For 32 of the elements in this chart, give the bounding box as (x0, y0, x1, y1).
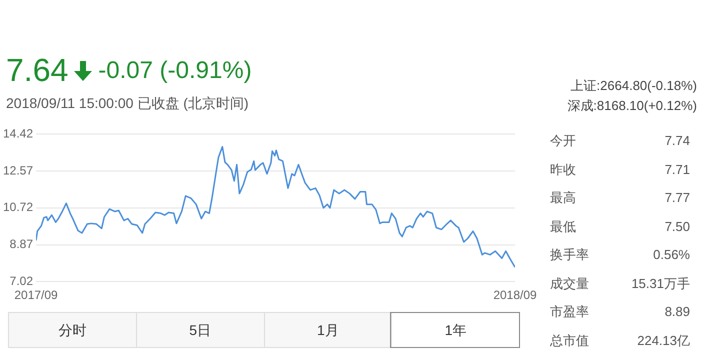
text: 换手率 (550, 246, 589, 264)
x-tick-label: 2017/09 (14, 288, 58, 302)
text: 1年 (391, 313, 519, 347)
text: 深成:8168.10(+0.12%) (567, 97, 697, 115)
y-tick-label: 12.57 (3, 163, 34, 178)
text: 最低 (550, 218, 576, 236)
chart-subtitle: -0.07 (-0.91%) (98, 56, 252, 84)
text: 15.31万手 (631, 274, 690, 292)
text: 224.13亿 (637, 332, 690, 350)
y-tick-label: 14.42 (3, 126, 34, 141)
y-tick-label: 8.87 (10, 237, 34, 252)
text: 昨收 (550, 160, 576, 178)
text: 7.77 (664, 189, 690, 207)
text: 7.74 (664, 132, 690, 150)
y-tick-label: 10.72 (3, 200, 34, 214)
text: 市盈率 (550, 303, 589, 321)
text: 8.89 (664, 303, 690, 321)
text: 最高 (550, 189, 576, 207)
x-tick-label: 2018/09 (493, 288, 538, 302)
text: 总市值 (550, 332, 589, 350)
text: 今开 (550, 132, 576, 150)
text: 上证:2664.80(-0.18%) (570, 77, 697, 95)
chart-title: 7.64 (6, 52, 68, 89)
text: 1月 (264, 313, 392, 347)
text: 0.56% (653, 246, 690, 264)
text: 2018/09/11 15:00:00 已收盘 (北京时间) (6, 95, 249, 113)
text: 成交量 (550, 274, 589, 292)
text: 7.71 (664, 160, 690, 178)
y-tick-label: 7.02 (10, 274, 34, 288)
text: 分时 (57, 321, 88, 340)
text: 7.50 (664, 218, 690, 236)
text: 5日 (136, 313, 264, 347)
